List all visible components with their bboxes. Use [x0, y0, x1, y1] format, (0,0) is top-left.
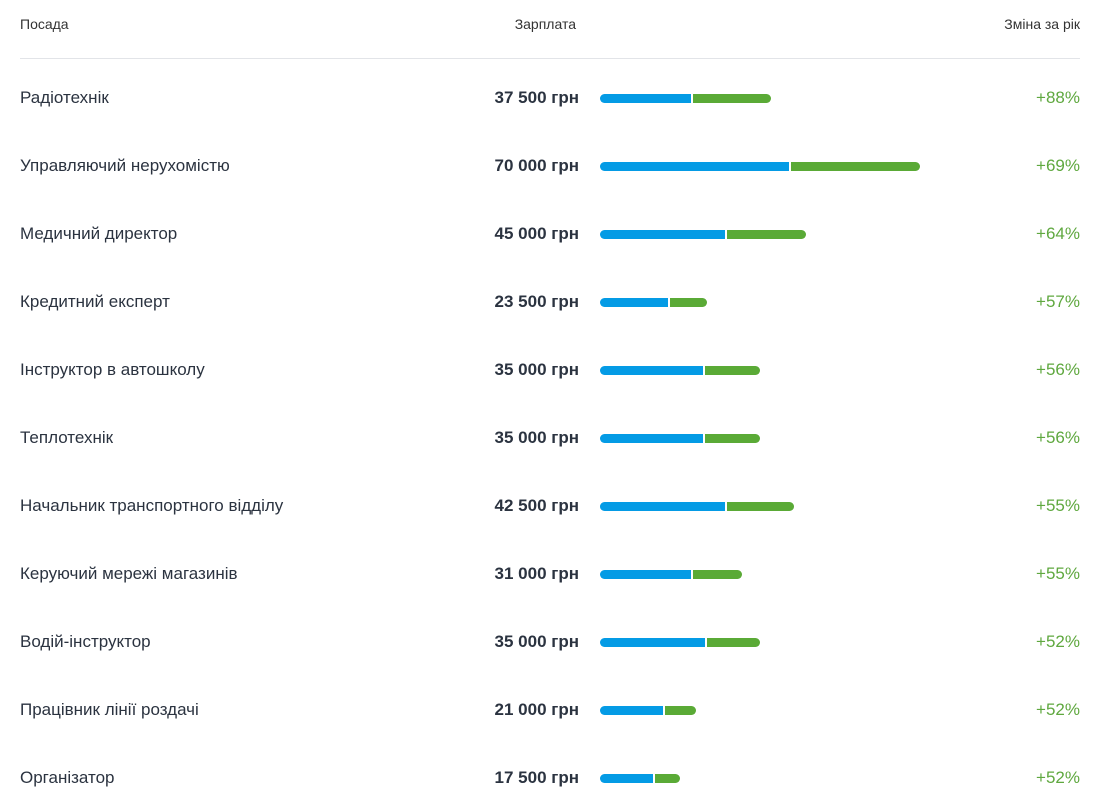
change: +55% — [1036, 564, 1080, 583]
salary: 37 500 грн — [494, 88, 579, 107]
change: +69% — [1036, 156, 1080, 175]
previous-salary-bar — [600, 230, 726, 239]
salary-growth-bar — [727, 230, 806, 239]
salary: 35 000 грн — [494, 360, 579, 379]
salary: 31 000 грн — [494, 564, 579, 583]
salary: 42 500 грн — [494, 496, 579, 515]
previous-salary-bar — [600, 638, 706, 647]
position: Начальник транспортного відділу — [20, 496, 284, 515]
previous-salary-bar — [600, 774, 653, 783]
salary-growth-bar — [727, 502, 795, 511]
salary-growth-bar — [693, 94, 772, 103]
previous-salary-bar — [600, 162, 790, 171]
salary-growth-bar — [707, 638, 760, 647]
position: Управляючий нерухомістю — [20, 156, 230, 175]
column-header: Посада — [20, 16, 69, 32]
column-header: Зарплата — [514, 16, 576, 32]
previous-salary-bar — [600, 706, 664, 715]
change: +55% — [1036, 496, 1080, 515]
change: +52% — [1036, 700, 1080, 719]
salary-growth-bar — [693, 570, 742, 579]
previous-salary-bar — [600, 94, 692, 103]
previous-salary-bar — [600, 366, 703, 375]
salary-growth-bar — [670, 298, 708, 307]
position: Водій-інструктор — [20, 632, 151, 651]
position: Кредитний експерт — [20, 292, 170, 311]
position: Інструктор в автошколу — [20, 360, 205, 379]
salary: 35 000 грн — [494, 428, 579, 447]
change: +56% — [1036, 360, 1080, 379]
change: +88% — [1036, 88, 1080, 107]
previous-salary-bar — [600, 298, 669, 307]
header-divider — [20, 58, 1080, 59]
position: Теплотехнік — [20, 428, 114, 447]
salary-growth-bar — [665, 706, 696, 715]
previous-salary-bar — [600, 434, 703, 443]
salary: 17 500 грн — [494, 768, 579, 787]
salary-growth-bar — [704, 366, 760, 375]
previous-salary-bar — [600, 570, 692, 579]
salary-growth-bar — [654, 774, 680, 783]
salary: 45 000 грн — [494, 224, 579, 243]
salary: 35 000 грн — [494, 632, 579, 651]
position: Організатор — [20, 768, 115, 787]
change: +52% — [1036, 768, 1080, 787]
salary: 23 500 грн — [494, 292, 579, 311]
position: Радіотехнік — [20, 88, 109, 107]
change: +56% — [1036, 428, 1080, 447]
salary: 21 000 грн — [494, 700, 579, 719]
position: Працівник лінії роздачі — [20, 700, 199, 719]
salary: 70 000 грн — [494, 156, 579, 175]
salary-growth-bar — [704, 434, 760, 443]
column-header: Зміна за рік — [1004, 16, 1080, 32]
salary-growth-bar — [791, 162, 920, 171]
position: Медичний директор — [20, 224, 178, 243]
change: +52% — [1036, 632, 1080, 651]
previous-salary-bar — [600, 502, 726, 511]
change: +57% — [1036, 292, 1080, 311]
change: +64% — [1036, 224, 1080, 243]
position: Керуючий мережі магазинів — [20, 564, 238, 583]
